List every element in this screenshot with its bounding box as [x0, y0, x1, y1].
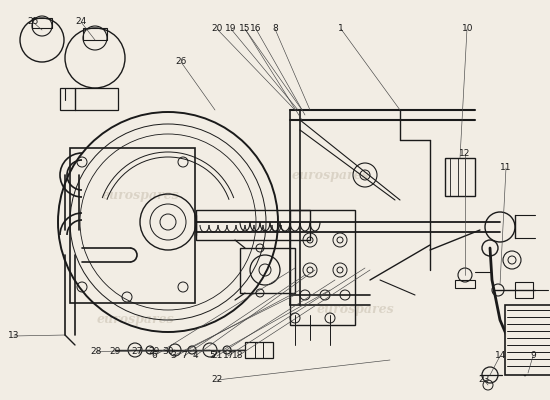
Text: 29: 29 — [148, 348, 159, 356]
Text: eurospares: eurospares — [316, 304, 394, 316]
Text: 7: 7 — [182, 352, 187, 360]
Text: 4: 4 — [192, 352, 198, 360]
Bar — [60, 88, 118, 110]
Bar — [445, 158, 475, 196]
Text: 27: 27 — [132, 348, 143, 356]
Text: 18: 18 — [232, 352, 243, 360]
Text: 26: 26 — [176, 58, 187, 66]
Text: 30: 30 — [162, 348, 173, 356]
Text: 21: 21 — [212, 352, 223, 360]
Bar — [32, 18, 52, 28]
Text: 6: 6 — [151, 352, 157, 360]
Bar — [83, 28, 107, 40]
Bar — [515, 282, 533, 298]
Text: 14: 14 — [495, 352, 506, 360]
Text: 20: 20 — [212, 24, 223, 33]
Text: 3: 3 — [170, 352, 176, 360]
Bar — [505, 305, 550, 375]
Text: 13: 13 — [8, 332, 19, 340]
Text: 17: 17 — [223, 352, 234, 360]
Text: 11: 11 — [500, 164, 512, 172]
Text: 24: 24 — [76, 18, 87, 26]
Bar — [196, 210, 310, 240]
Bar — [455, 280, 475, 288]
Text: 8: 8 — [272, 24, 278, 33]
Text: 22: 22 — [212, 376, 223, 384]
Bar — [240, 248, 295, 293]
Text: 16: 16 — [250, 24, 261, 33]
Text: 10: 10 — [462, 24, 473, 33]
Text: 28: 28 — [91, 348, 102, 356]
Text: 23: 23 — [478, 376, 490, 384]
Bar — [290, 210, 355, 325]
Text: 29: 29 — [110, 348, 121, 356]
Text: 19: 19 — [226, 24, 236, 33]
Text: 25: 25 — [28, 18, 38, 26]
Text: 1: 1 — [338, 24, 344, 33]
Text: 12: 12 — [459, 150, 470, 158]
Text: eurospares: eurospares — [96, 314, 174, 326]
Text: 5: 5 — [209, 352, 214, 360]
Text: 9: 9 — [531, 352, 536, 360]
Text: 15: 15 — [239, 24, 250, 33]
Text: eurospares: eurospares — [101, 188, 179, 202]
Bar — [245, 342, 273, 358]
Text: eurospares: eurospares — [291, 168, 369, 182]
Bar — [70, 148, 195, 303]
